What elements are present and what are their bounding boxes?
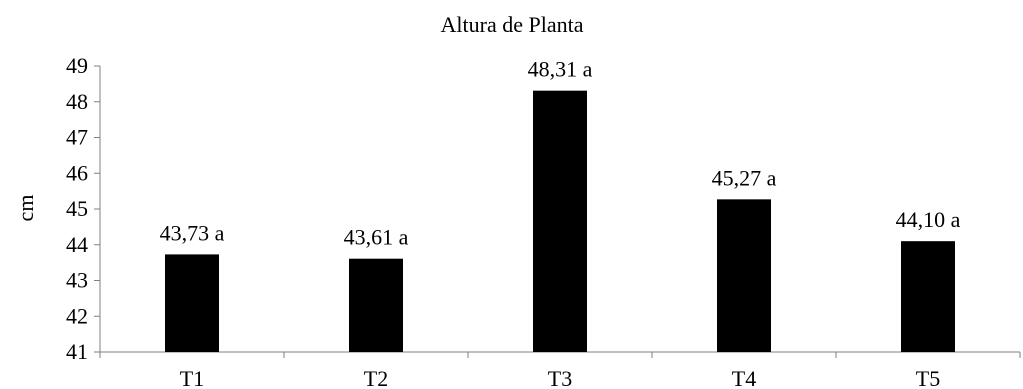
y-tick-label: 43 [66,268,88,293]
x-tick-label: T3 [548,366,572,389]
data-label: 43,61 a [344,225,409,250]
bar [901,241,955,352]
y-tick-label: 44 [66,232,88,257]
data-label: 48,31 a [528,57,593,82]
data-label: 45,27 a [712,165,777,190]
y-tick-label: 46 [66,160,88,185]
x-tick-label: T5 [916,366,940,389]
x-tick-label: T2 [364,366,388,389]
bar [533,90,587,352]
y-tick-label: 49 [66,53,88,78]
data-label: 43,73 a [160,220,225,245]
bars-group [165,90,955,352]
y-tick-label: 48 [66,89,88,114]
y-tick-label: 41 [66,339,88,364]
x-tick-label: T1 [180,366,204,389]
y-tick-label: 42 [66,303,88,328]
y-tick-label: 45 [66,196,88,221]
chart-title: Altura de Planta [441,12,584,37]
x-tick-label: T4 [732,366,756,389]
x-axis: T1 T2 T3 T4 T5 [99,351,1021,389]
y-tick-label: 47 [66,125,88,150]
y-axis-label: cm [13,195,38,222]
data-labels-group: 43,73 a 43,61 a 48,31 a 45,27 a 44,10 a [160,57,961,250]
y-axis: 41 42 43 44 45 46 47 48 49 [66,53,101,364]
data-label: 44,10 a [896,207,961,232]
bar [165,254,219,352]
bar [349,258,403,352]
bar [717,199,771,352]
